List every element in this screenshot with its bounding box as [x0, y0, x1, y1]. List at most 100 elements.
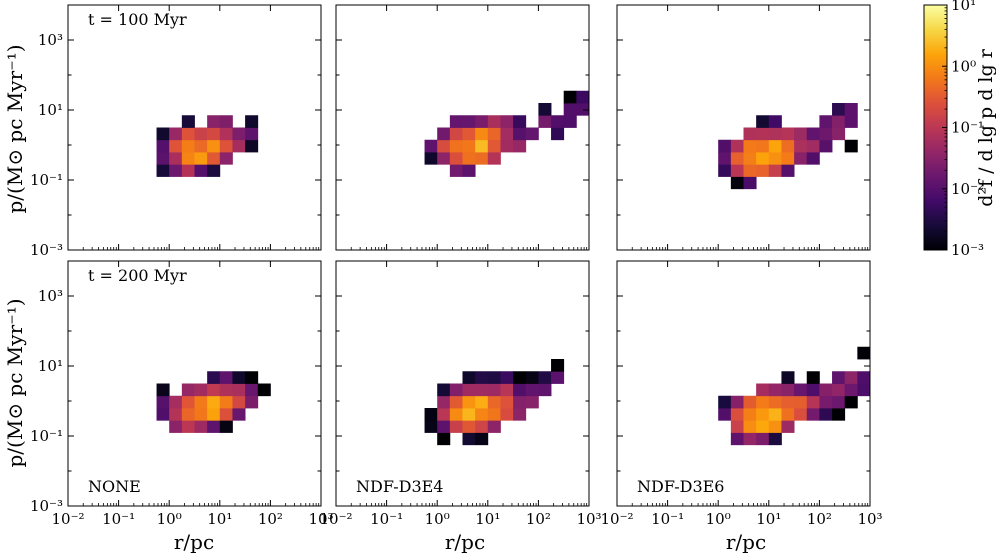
histogram-bin — [538, 103, 552, 116]
histogram-bin — [756, 152, 770, 165]
xlabel-col-0: r/pc — [174, 530, 214, 554]
model-annotation: NDF-D3E4 — [356, 477, 443, 496]
y-tick-label: 10⁻³ — [30, 497, 63, 515]
histogram-bin — [756, 383, 770, 397]
histogram-bin — [169, 139, 183, 153]
histogram-bin — [169, 408, 183, 421]
histogram-bin — [487, 395, 501, 409]
histogram-bin — [219, 383, 233, 397]
histogram-bin — [437, 383, 451, 397]
histogram-bin — [437, 127, 451, 141]
histogram-bin — [768, 127, 782, 141]
histogram-bin — [245, 395, 259, 409]
histogram-bin — [181, 152, 195, 165]
panel-r0-c1 — [335, 4, 590, 251]
histogram-bin — [500, 115, 514, 128]
histogram-bin — [207, 371, 221, 384]
histogram-bin — [538, 383, 552, 397]
histogram-bin — [781, 408, 795, 421]
histogram-bin — [832, 408, 846, 421]
xlabel-col-2: r/pc — [726, 530, 766, 554]
time-annotation: t = 100 Myr — [88, 10, 187, 29]
histogram-bin — [768, 115, 782, 128]
histogram-bin — [743, 432, 757, 446]
histogram-bin — [437, 432, 451, 446]
histogram-bin — [462, 408, 476, 421]
histogram-bin — [768, 383, 782, 397]
x-tick-label: 10⁻¹ — [651, 510, 684, 528]
x-tick-label: 10⁰ — [706, 510, 731, 528]
histogram-bin — [449, 127, 463, 141]
histogram-bin — [156, 139, 170, 153]
histogram-bin — [487, 420, 501, 433]
histogram-bin — [576, 103, 590, 116]
histogram-bin — [437, 139, 451, 153]
x-tick-label: 10⁻² — [319, 510, 352, 528]
histogram-bin — [219, 408, 233, 421]
histogram-bin — [462, 395, 476, 409]
histogram-bin — [832, 383, 846, 397]
y-tick-label: 10³ — [38, 31, 63, 49]
panel-frame — [67, 4, 322, 251]
histogram-bin — [819, 127, 833, 141]
histogram-bin — [219, 152, 233, 165]
histogram-bin — [156, 383, 170, 397]
histogram-bin — [730, 408, 744, 421]
histogram-bin — [424, 152, 438, 165]
colorbar-tick-label: 10⁻² — [951, 180, 984, 198]
histogram-bin — [449, 152, 463, 165]
colorbar-tick-label: 10⁻³ — [951, 241, 984, 259]
histogram-bin — [219, 115, 233, 128]
histogram-bin — [207, 420, 221, 433]
histogram-bin — [449, 139, 463, 153]
x-tick-label: 10³ — [857, 510, 882, 528]
x-tick-label: 10⁰ — [157, 510, 182, 528]
histogram-bin — [756, 420, 770, 433]
histogram-bin — [743, 152, 757, 165]
histogram-bin — [857, 346, 871, 360]
histogram-bin — [219, 139, 233, 153]
histogram-bin — [487, 139, 501, 153]
histogram-bin — [500, 408, 514, 421]
histogram-bin — [245, 139, 259, 153]
histogram-bin — [768, 395, 782, 409]
histogram-bin — [730, 395, 744, 409]
histogram-bin — [844, 139, 858, 153]
histogram-bin — [525, 127, 539, 141]
histogram-bin — [857, 383, 871, 397]
y-tick-label: 10⁻¹ — [30, 427, 63, 445]
histogram-bin — [437, 420, 451, 433]
model-annotation: NDF-D3E6 — [637, 477, 724, 496]
histogram-bin — [743, 420, 757, 433]
histogram-bin — [181, 164, 195, 177]
histogram-bin — [513, 408, 527, 421]
y-tick-label: 10¹ — [38, 101, 63, 119]
ylabel-top: p/(M⊙ pc Myr⁻¹) — [3, 44, 27, 213]
histogram-bin — [844, 371, 858, 384]
histogram-bin — [743, 139, 757, 153]
histogram-bin — [730, 420, 744, 433]
histogram-bin — [169, 395, 183, 409]
histogram-bin — [169, 127, 183, 141]
histogram-bin — [207, 152, 221, 165]
histogram-bin — [194, 383, 208, 397]
histogram-bin — [449, 164, 463, 177]
histogram-bin — [768, 152, 782, 165]
histogram-bin — [194, 139, 208, 153]
histogram-bin — [551, 371, 565, 384]
panel-frame — [67, 260, 322, 507]
histogram-bin — [449, 383, 463, 397]
histogram-bin — [156, 395, 170, 409]
histogram-bin — [844, 395, 858, 409]
histogram-bin — [462, 139, 476, 153]
y-tick-label: 10¹ — [38, 357, 63, 375]
x-tick-label: 10⁻¹ — [102, 510, 135, 528]
histogram-bin — [794, 383, 808, 397]
histogram-bin — [169, 420, 183, 433]
histogram-bin — [475, 139, 489, 153]
histogram-bin — [718, 408, 732, 421]
histogram-bin — [844, 103, 858, 116]
histogram-bin — [181, 408, 195, 421]
histogram-bin — [475, 115, 489, 128]
colorbar-label: d²f / d lg p d lg r — [975, 48, 996, 206]
